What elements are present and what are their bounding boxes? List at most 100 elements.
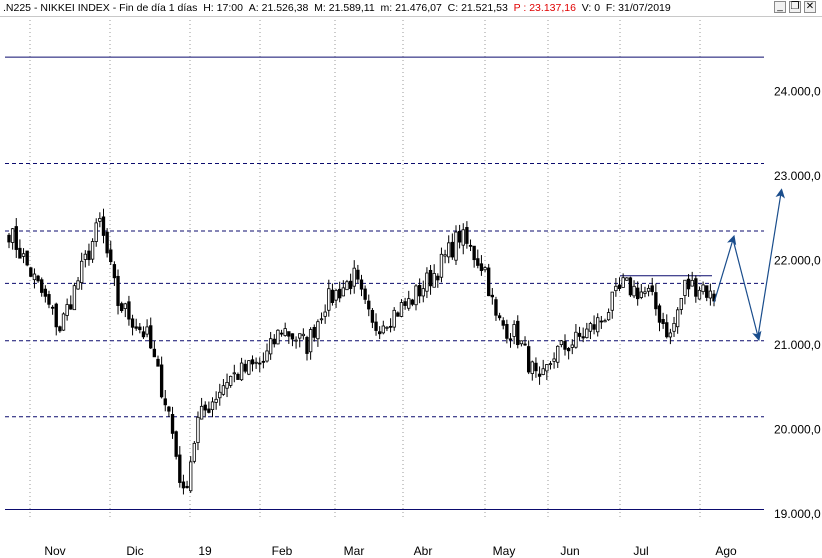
candle-body bbox=[708, 290, 713, 299]
candle-body bbox=[552, 358, 556, 362]
candle-body bbox=[294, 339, 298, 342]
candle-body bbox=[138, 326, 142, 331]
candle bbox=[599, 315, 604, 329]
candle-body bbox=[516, 320, 520, 346]
candle-body bbox=[348, 280, 353, 289]
candle-body bbox=[345, 281, 349, 291]
candle bbox=[516, 315, 520, 349]
candle-body bbox=[327, 288, 331, 311]
candle-body bbox=[454, 231, 458, 261]
candle bbox=[407, 290, 411, 311]
candle-body bbox=[668, 332, 673, 338]
candle bbox=[141, 326, 146, 339]
candle-body bbox=[443, 254, 447, 257]
candle bbox=[319, 312, 324, 324]
candle bbox=[679, 297, 683, 315]
candle-body bbox=[599, 320, 604, 323]
candle bbox=[392, 307, 396, 331]
candle-body bbox=[94, 222, 98, 242]
candle bbox=[174, 430, 178, 460]
candle-body bbox=[694, 278, 698, 297]
candle-body bbox=[90, 241, 95, 260]
x-tick-label: Abr bbox=[414, 544, 433, 558]
candle bbox=[290, 333, 295, 347]
candle-body bbox=[679, 297, 683, 310]
candle-body bbox=[10, 228, 15, 243]
candle-body bbox=[570, 344, 574, 348]
candle bbox=[334, 288, 338, 308]
y-tick-label: 20.000,0 bbox=[774, 422, 821, 436]
candle-body bbox=[407, 298, 411, 309]
candle-body bbox=[447, 242, 451, 258]
restore-button[interactable]: ❐ bbox=[789, 1, 801, 13]
candle bbox=[229, 375, 233, 388]
candle-body bbox=[356, 269, 360, 280]
candle bbox=[10, 228, 15, 250]
candle-body bbox=[657, 305, 662, 323]
candle bbox=[134, 318, 138, 331]
candle-body bbox=[537, 373, 542, 377]
candle-body bbox=[556, 345, 560, 363]
candle-body bbox=[32, 273, 37, 281]
candle-body bbox=[221, 385, 226, 395]
candle-body bbox=[225, 382, 229, 389]
candle bbox=[534, 357, 538, 378]
candle-body bbox=[523, 343, 527, 346]
candle bbox=[210, 397, 215, 418]
candle bbox=[312, 324, 316, 342]
candle bbox=[519, 340, 524, 347]
candle-body bbox=[218, 391, 222, 399]
minimize-button[interactable]: _ bbox=[774, 1, 786, 13]
candle bbox=[505, 319, 509, 344]
candle-body bbox=[494, 299, 498, 316]
candle bbox=[588, 321, 593, 340]
close-value: C: 21.521,53 bbox=[447, 2, 508, 14]
candle bbox=[552, 352, 556, 369]
candle bbox=[566, 346, 571, 360]
close-button[interactable]: ✕ bbox=[804, 1, 816, 13]
candle bbox=[457, 224, 462, 249]
candle bbox=[417, 278, 422, 304]
candle-body bbox=[399, 302, 404, 317]
candle bbox=[545, 364, 549, 381]
candle bbox=[414, 284, 418, 311]
candle-body bbox=[472, 245, 476, 261]
candle-body bbox=[505, 323, 509, 339]
candle-body bbox=[192, 442, 197, 462]
candle-body bbox=[414, 285, 418, 306]
candle bbox=[606, 308, 611, 321]
candle-body bbox=[363, 288, 367, 300]
candle-body bbox=[141, 331, 146, 338]
candle bbox=[352, 260, 356, 294]
candle-body bbox=[145, 326, 149, 335]
candle-body bbox=[189, 461, 193, 492]
candle bbox=[214, 391, 218, 410]
candle bbox=[508, 333, 513, 348]
candle-body bbox=[210, 401, 215, 411]
candle bbox=[374, 313, 378, 336]
candle bbox=[479, 255, 484, 276]
candle bbox=[574, 323, 578, 349]
candle-body bbox=[541, 368, 545, 375]
candle-body bbox=[566, 348, 571, 352]
candle bbox=[72, 282, 77, 311]
candle-body bbox=[436, 275, 440, 281]
candle bbox=[109, 240, 113, 265]
candle bbox=[243, 359, 247, 374]
candle bbox=[323, 304, 327, 324]
candle bbox=[156, 355, 160, 367]
candle bbox=[683, 279, 687, 305]
candle bbox=[530, 360, 534, 381]
candle-body bbox=[76, 280, 80, 290]
candle bbox=[145, 319, 149, 338]
candle bbox=[396, 311, 400, 317]
candle bbox=[548, 361, 553, 370]
candle bbox=[192, 441, 197, 464]
candle bbox=[279, 329, 284, 337]
candle-body bbox=[574, 331, 578, 348]
candle-body bbox=[592, 324, 596, 330]
candle-body bbox=[650, 285, 654, 292]
candle bbox=[54, 302, 58, 336]
candle-body bbox=[83, 253, 87, 260]
